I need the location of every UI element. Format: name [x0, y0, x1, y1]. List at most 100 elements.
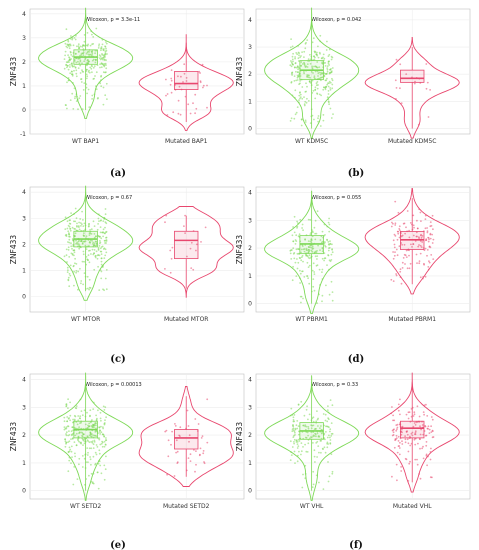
data-point	[95, 59, 97, 61]
data-point	[320, 425, 322, 427]
data-point	[404, 438, 407, 441]
data-point	[401, 440, 403, 443]
data-point	[88, 60, 90, 63]
data-point	[74, 97, 76, 100]
data-point	[73, 87, 76, 90]
data-point	[95, 71, 98, 74]
data-point	[309, 244, 312, 247]
data-point	[87, 451, 89, 454]
data-point	[410, 432, 413, 435]
data-point	[76, 423, 79, 426]
data-point	[316, 81, 319, 83]
data-point	[76, 95, 78, 98]
data-point	[425, 444, 428, 447]
y-tick-label: 1	[22, 83, 26, 90]
data-point	[95, 424, 97, 427]
y-tick-label: 2	[22, 241, 26, 248]
data-point	[86, 454, 89, 456]
data-point	[297, 425, 300, 427]
data-point	[297, 51, 300, 54]
data-point	[309, 257, 311, 260]
data-point	[105, 416, 107, 419]
data-point	[420, 428, 422, 431]
data-point	[68, 459, 71, 462]
data-point	[90, 480, 93, 483]
data-point	[91, 440, 94, 443]
data-point	[81, 69, 83, 72]
data-point	[417, 245, 420, 248]
data-point	[304, 464, 307, 467]
data-point	[67, 269, 69, 272]
data-point	[98, 438, 101, 441]
data-point	[66, 220, 69, 223]
data-point	[292, 416, 295, 419]
data-point	[186, 255, 188, 258]
data-point	[407, 450, 410, 453]
data-point	[103, 445, 106, 448]
data-point	[67, 398, 69, 401]
data-point	[292, 265, 294, 268]
data-point	[96, 446, 99, 448]
data-point	[295, 439, 298, 442]
data-point	[297, 248, 300, 251]
data-point	[305, 90, 307, 93]
data-point	[166, 473, 169, 476]
data-point	[419, 244, 422, 247]
data-point	[429, 225, 432, 228]
data-point	[310, 71, 313, 73]
violin-mutated	[364, 187, 460, 295]
data-point	[206, 84, 208, 87]
data-point	[393, 246, 396, 249]
data-point	[189, 247, 192, 250]
data-point	[406, 210, 409, 212]
data-point	[405, 226, 407, 229]
data-point	[95, 453, 98, 456]
panel-label: (c)	[110, 354, 126, 365]
data-point	[406, 267, 409, 270]
data-point	[90, 30, 93, 33]
data-point	[426, 227, 428, 229]
data-point	[66, 81, 68, 84]
data-point	[67, 246, 70, 249]
data-point	[106, 53, 108, 55]
data-point	[312, 72, 314, 74]
y-tick-label: 2	[248, 245, 252, 252]
data-point	[290, 65, 293, 68]
data-point	[327, 425, 329, 428]
data-point	[316, 53, 318, 56]
wilcoxon-annotation: Wilcoxon, p = 0.00013	[85, 382, 142, 388]
y-tick-label: 1	[248, 98, 252, 105]
data-point	[409, 444, 412, 447]
data-point	[183, 63, 186, 66]
data-point	[79, 95, 82, 97]
data-point	[296, 225, 299, 228]
data-point	[300, 118, 303, 121]
points-mutated	[164, 398, 209, 477]
data-point	[68, 456, 71, 459]
data-point	[79, 398, 82, 401]
data-point	[317, 56, 320, 59]
data-point	[328, 64, 331, 66]
x-tick-label: Mutated VHL	[393, 503, 432, 510]
data-point	[394, 222, 397, 225]
data-point	[95, 414, 97, 417]
data-point	[79, 222, 82, 224]
data-point	[299, 97, 301, 100]
data-point	[315, 428, 317, 430]
data-point	[404, 232, 406, 235]
data-point	[325, 79, 328, 82]
data-point	[71, 226, 74, 229]
plot-area	[29, 8, 245, 135]
data-point	[93, 225, 96, 228]
data-point	[92, 36, 95, 38]
data-point	[91, 33, 93, 36]
data-point	[316, 440, 319, 443]
data-point	[294, 462, 296, 464]
data-point	[418, 244, 420, 246]
data-point	[289, 46, 292, 49]
points-wt	[63, 27, 108, 111]
data-point	[311, 486, 314, 489]
data-point	[392, 431, 395, 434]
data-point	[293, 75, 296, 77]
data-point	[296, 441, 299, 443]
